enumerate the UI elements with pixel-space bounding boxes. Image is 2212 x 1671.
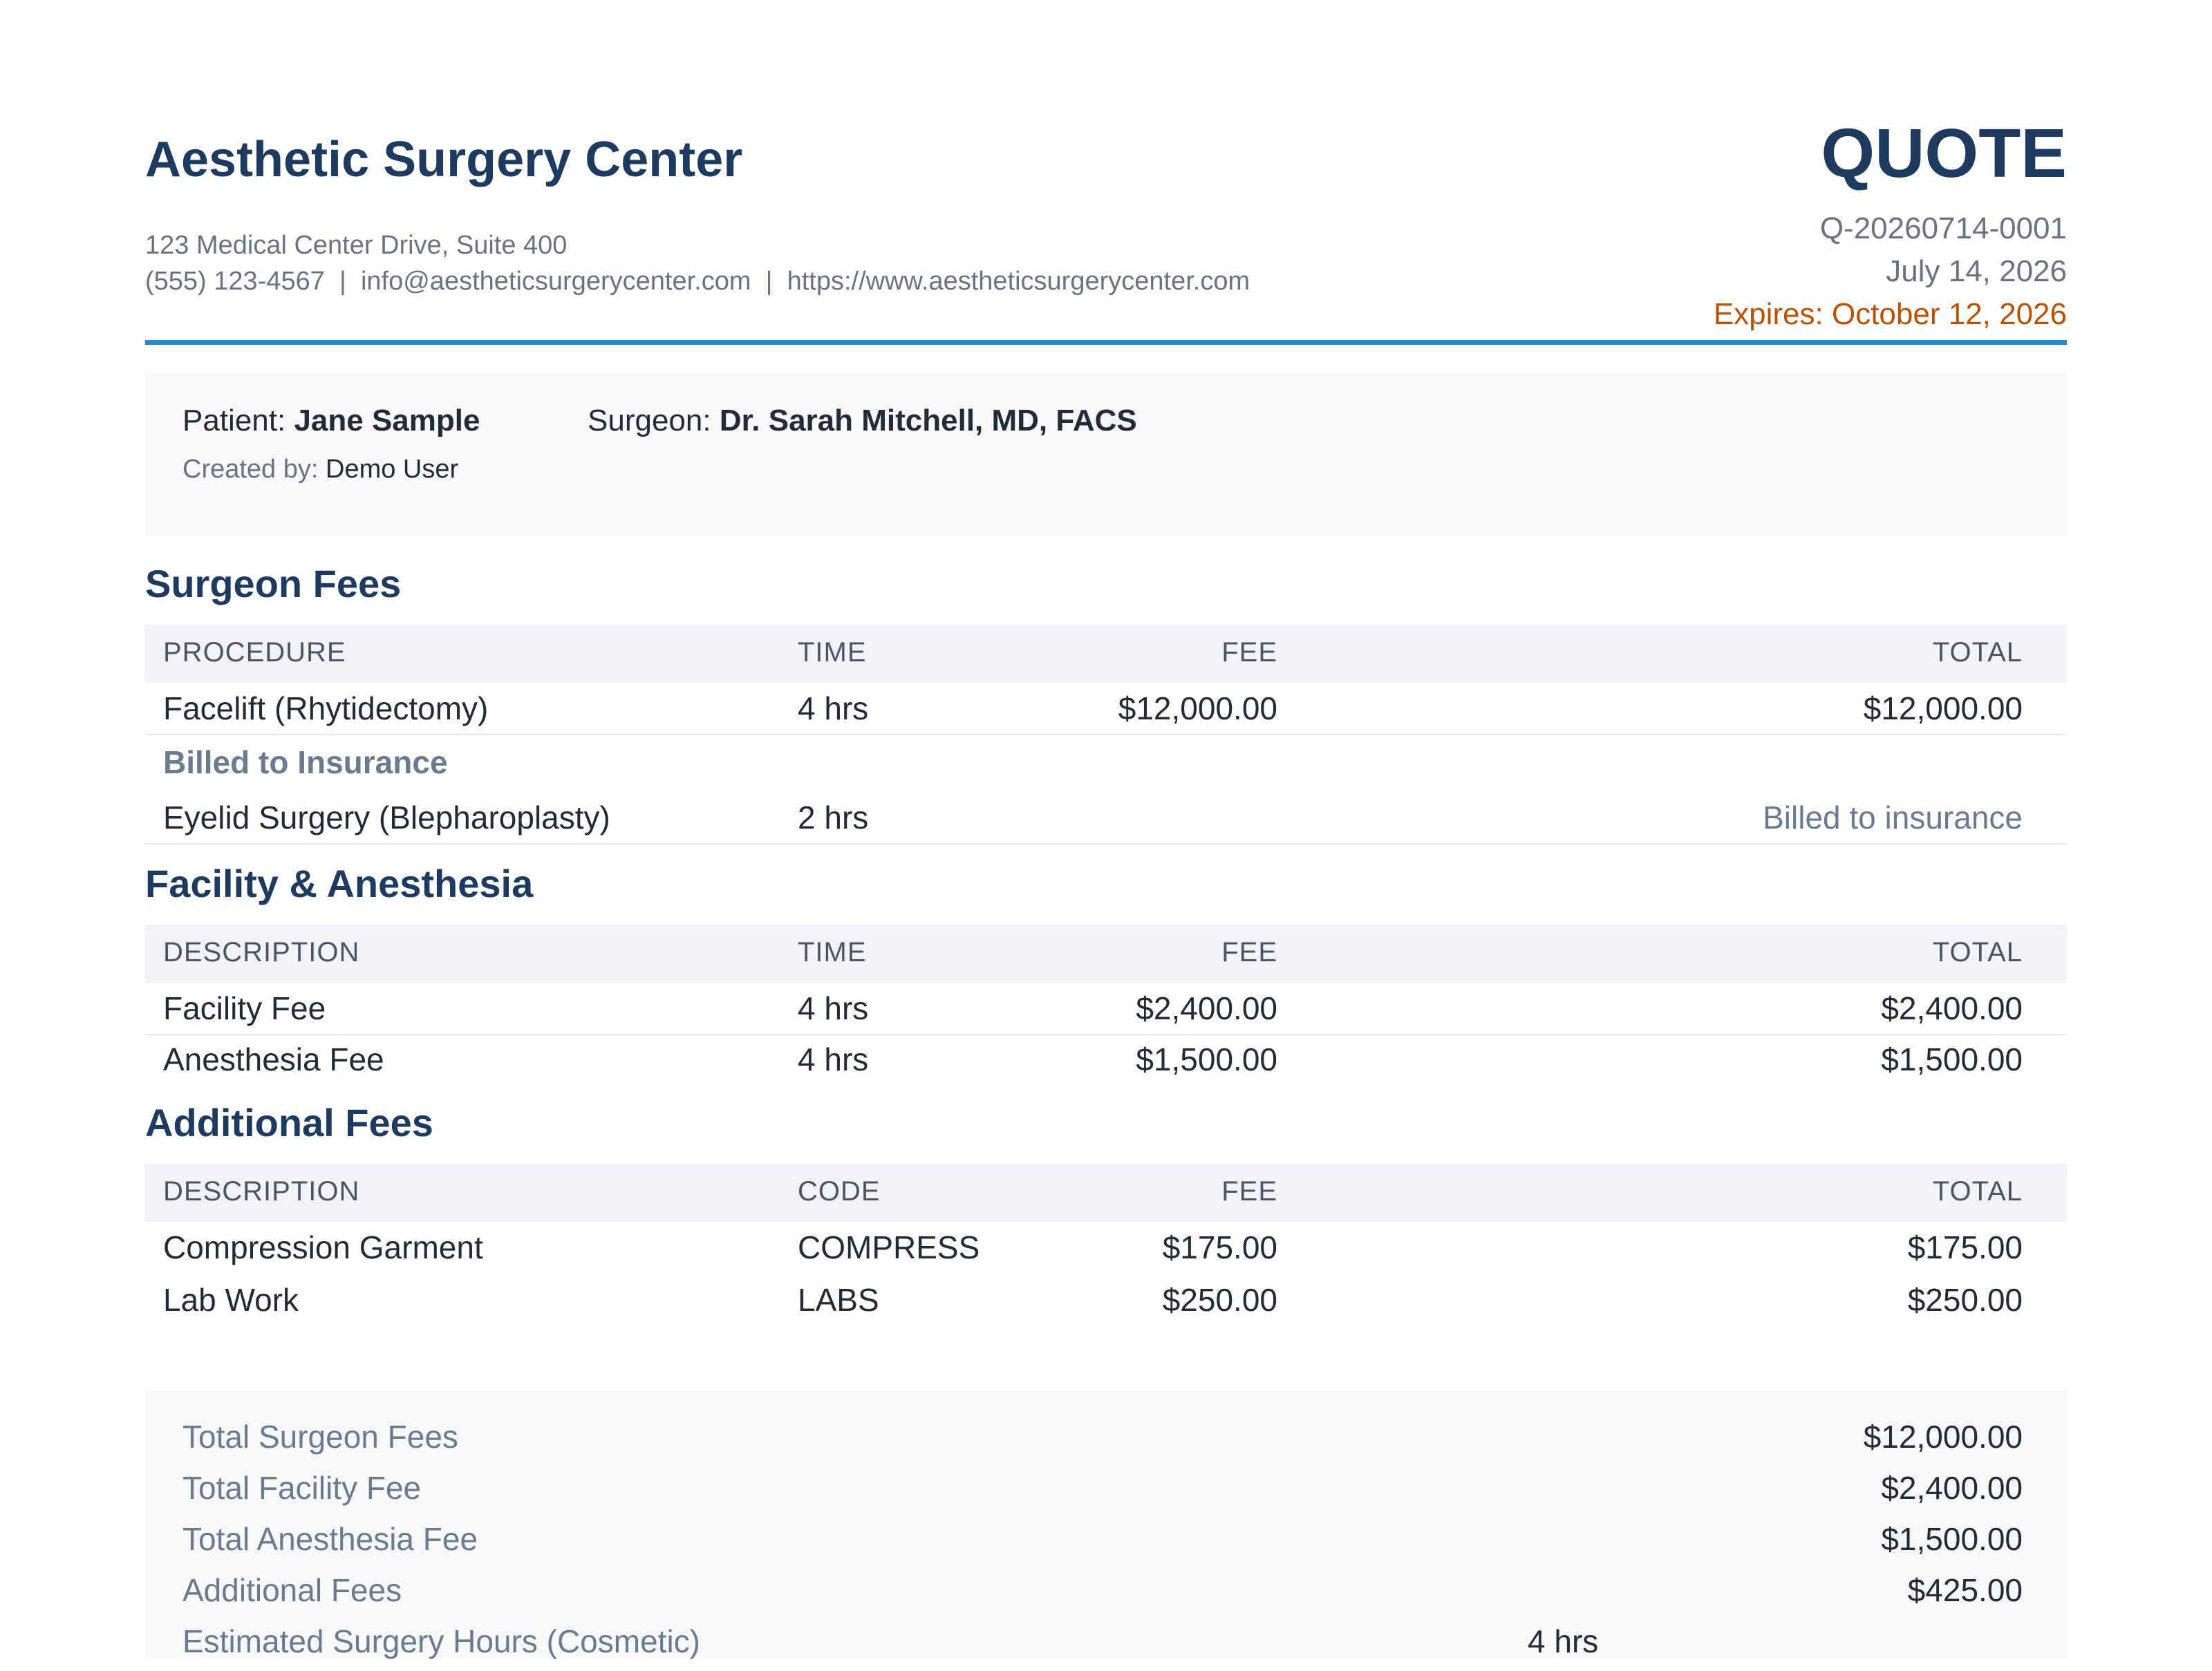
fee-cell: $250.00	[1162, 1282, 1277, 1318]
column-header: FEE	[1221, 1176, 1277, 1207]
total-cell: $250.00	[1907, 1282, 2023, 1318]
column-header: CODE	[798, 1176, 881, 1207]
description-cell: Lab Work	[163, 1282, 299, 1318]
hours-label: Estimated Surgery Hours (Cosmetic)	[182, 1623, 700, 1659]
total-cell: $2,400.00	[1881, 990, 2023, 1026]
column-header: FEE	[1221, 637, 1277, 668]
table-row: Facility Fee 4 hrs $2,400.00 $2,400.00	[145, 983, 2067, 1035]
totals-row: Total Surgeon Fees $12,000.00	[145, 1418, 2067, 1466]
column-header: PROCEDURE	[163, 637, 346, 668]
table-header-facility: DESCRIPTION TIME FEE TOTAL	[145, 925, 2067, 983]
surgeon-label: Surgeon:	[588, 404, 720, 437]
patient-name: Jane Sample	[294, 404, 480, 437]
totals-value: $1,500.00	[1881, 1521, 2023, 1557]
fee-cell: $2,400.00	[1136, 990, 1277, 1026]
totals-label: Total Anesthesia Fee	[182, 1521, 478, 1557]
totals-label: Total Facility Fee	[182, 1470, 422, 1506]
column-header: TOTAL	[1932, 1176, 2023, 1207]
time-cell: 2 hrs	[798, 800, 869, 836]
totals-row: Total Facility Fee $2,400.00	[145, 1469, 2067, 1518]
contact-separator: |	[324, 267, 361, 296]
patient-label: Patient:	[182, 404, 294, 437]
fee-cell: $12,000.00	[1118, 690, 1277, 726]
org-website-link[interactable]: https://www.aestheticsurgerycenter.com	[787, 267, 1250, 296]
column-header: TOTAL	[1932, 637, 2023, 668]
created-label: Created by:	[182, 455, 326, 484]
time-cell: 4 hrs	[798, 690, 869, 726]
totals-label: Additional Fees	[182, 1572, 402, 1608]
time-cell: 4 hrs	[798, 1041, 869, 1077]
surgeon-line: Surgeon: Dr. Sarah Mitchell, MD, FACS	[588, 404, 1137, 438]
table-row: Anesthesia Fee 4 hrs $1,500.00 $1,500.00	[145, 1034, 2067, 1085]
fee-cell: $1,500.00	[1136, 1041, 1277, 1077]
procedure-cell: Facelift (Rhytidectomy)	[163, 690, 489, 726]
quote-expires: Expires: October 12, 2026	[1713, 297, 2067, 331]
section-title-additional-fees: Additional Fees	[145, 1101, 433, 1144]
totals-value: $425.00	[1907, 1572, 2023, 1608]
org-phone: (555) 123-4567	[145, 267, 325, 296]
description-cell: Anesthesia Fee	[163, 1041, 384, 1077]
quote-title: QUOTE	[1821, 115, 2067, 192]
contact-separator: |	[751, 267, 787, 296]
billed-to-insurance-note: Billed to insurance	[1763, 800, 2023, 836]
table-row: Compression Garment COMPRESS $175.00 $17…	[145, 1222, 2067, 1273]
table-row: Eyelid Surgery (Blepharoplasty) 2 hrs Bi…	[145, 792, 2067, 844]
column-header: DESCRIPTION	[163, 937, 360, 967]
table-header-surgeon-fees: PROCEDURE TIME FEE TOTAL	[145, 625, 2067, 683]
code-cell: LABS	[798, 1282, 879, 1318]
org-address: 123 Medical Center Drive, Suite 400	[145, 231, 568, 260]
total-cell: $175.00	[1907, 1229, 2023, 1265]
quote-date: July 14, 2026	[1886, 254, 2067, 288]
column-header: TIME	[798, 937, 867, 967]
table-header-additional: DESCRIPTION CODE FEE TOTAL	[145, 1164, 2067, 1222]
created-by-line: Created by: Demo User	[182, 455, 458, 484]
surgeon-name: Dr. Sarah Mitchell, MD, FACS	[719, 404, 1137, 437]
section-title-surgeon-fees: Surgeon Fees	[145, 562, 402, 605]
org-email-link[interactable]: info@aestheticsurgerycenter.com	[360, 267, 751, 296]
totals-value: $2,400.00	[1881, 1470, 2023, 1506]
description-cell: Facility Fee	[163, 990, 326, 1026]
totals-row: Total Anesthesia Fee $1,500.00	[145, 1520, 2067, 1569]
totals-row-hours: Estimated Surgery Hours (Cosmetic) 4 hrs	[145, 1623, 2067, 1671]
description-cell: Compression Garment	[163, 1229, 483, 1265]
total-cell: $12,000.00	[1863, 690, 2023, 726]
totals-row: Additional Fees $425.00	[145, 1571, 2067, 1620]
fee-cell: $175.00	[1162, 1229, 1277, 1265]
procedure-cell: Eyelid Surgery (Blepharoplasty)	[163, 800, 610, 836]
section-title-facility-anesthesia: Facility & Anesthesia	[145, 862, 534, 905]
time-cell: 4 hrs	[798, 990, 869, 1026]
total-cell: $1,500.00	[1881, 1041, 2023, 1077]
org-contact: (555) 123-4567 | info@aestheticsurgeryce…	[145, 267, 1250, 296]
column-header: FEE	[1221, 937, 1277, 967]
totals-label: Total Surgeon Fees	[182, 1419, 458, 1455]
quote-number: Q-20260714-0001	[1819, 211, 2067, 245]
column-header: DESCRIPTION	[163, 1176, 360, 1207]
totals-value: $12,000.00	[1863, 1419, 2023, 1455]
patient-line: Patient: Jane Sample	[182, 404, 480, 438]
patient-info-box: Patient: Jane Sample Surgeon: Dr. Sarah …	[145, 373, 2067, 536]
hours-value: 4 hrs	[1528, 1623, 1599, 1659]
table-row: Lab Work LABS $250.00 $250.00	[145, 1274, 2067, 1325]
header-divider	[145, 340, 2067, 345]
org-name: Aesthetic Surgery Center	[145, 132, 743, 187]
totals-summary: Total Surgeon Fees $12,000.00 Total Faci…	[145, 1390, 2067, 1659]
column-header: TOTAL	[1932, 937, 2023, 967]
code-cell: COMPRESS	[798, 1229, 980, 1265]
column-header: TIME	[798, 637, 867, 668]
created-by-value: Demo User	[326, 455, 459, 484]
table-row: Facelift (Rhytidectomy) 4 hrs $12,000.00…	[145, 683, 2067, 735]
insurance-subheading: Billed to Insurance	[163, 744, 448, 780]
